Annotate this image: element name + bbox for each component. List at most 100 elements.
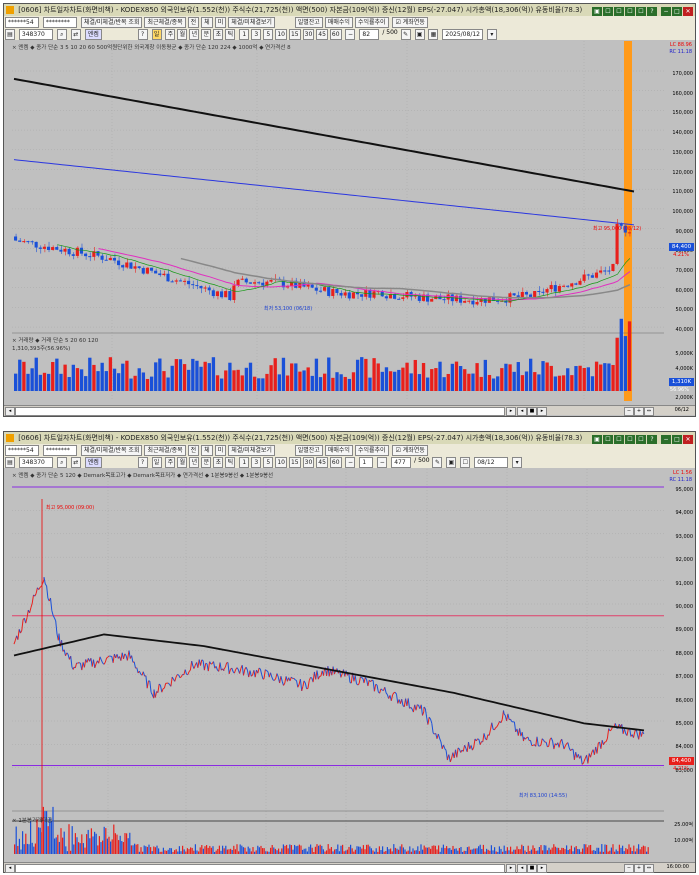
restore-icon[interactable]: ▣ [592, 435, 602, 444]
close-icon[interactable]: ✕ [683, 435, 693, 444]
order-button-4[interactable]: 미 [214, 17, 227, 28]
minimize-icon[interactable]: − [661, 435, 671, 444]
window-icon-3[interactable]: ☐ [625, 435, 635, 444]
minute-chart-area[interactable]: × 엔켐 ◆ 종가 단순 5 120 ◆ Demark목표고가 ◆ Demark… [4, 469, 695, 868]
arrows-icon[interactable]: ⇄ [70, 29, 81, 40]
stock-name-field[interactable]: 엔켐 [84, 457, 102, 468]
last-page-icon[interactable]: ▸ [537, 407, 547, 416]
question-icon[interactable]: ? [137, 29, 148, 40]
help-icon[interactable]: ? [647, 435, 657, 444]
zoom-in-icon[interactable]: + [634, 407, 644, 416]
window-icon-3[interactable]: ☐ [625, 7, 635, 16]
scroll-left-icon[interactable]: ◂ [5, 407, 15, 416]
interval-button-0[interactable]: 1 [239, 457, 250, 468]
interval-button-3[interactable]: 10 [275, 29, 287, 40]
period-button-3[interactable]: 분 [201, 29, 212, 40]
interval-button-7[interactable]: 60 [329, 457, 342, 468]
close-icon[interactable]: ✕ [683, 7, 693, 16]
calendar-icon[interactable]: ▦ [428, 29, 439, 40]
stock-code-input[interactable]: 348370 [18, 29, 53, 40]
order-button-3[interactable]: 체 [201, 17, 213, 28]
account-link-checkbox[interactable]: ☑ 계좌연동 [392, 17, 428, 28]
scroll-track[interactable] [15, 407, 505, 416]
zoom-in-icon[interactable]: + [634, 864, 644, 873]
zoom-out-icon[interactable]: − [624, 407, 634, 416]
daily-button[interactable]: 일 [151, 457, 162, 468]
date-picker-icon[interactable]: ▾ [486, 29, 497, 40]
restore-icon[interactable]: ▣ [592, 7, 602, 16]
save-icon[interactable]: ▣ [414, 29, 425, 40]
account-button-2[interactable]: 수익률추이 [354, 445, 389, 456]
date-input[interactable]: 2025/08/12 [442, 29, 483, 40]
window-icon-2[interactable]: ☐ [614, 435, 624, 444]
minus-button[interactable]: − [345, 29, 356, 40]
interval-button-2[interactable]: 5 [263, 457, 274, 468]
period-button-5[interactable]: 틱 [225, 457, 236, 468]
window-icon-4[interactable]: ☐ [636, 7, 646, 16]
period-button-0[interactable]: 주 [165, 29, 176, 40]
period-button-4[interactable]: 초 [213, 457, 224, 468]
window-icon-4[interactable]: ☐ [636, 435, 646, 444]
period-button-5[interactable]: 틱 [225, 29, 236, 40]
password-input[interactable]: ******** [42, 17, 77, 28]
maximize-icon[interactable]: □ [672, 435, 682, 444]
search-icon[interactable]: ⌕ [56, 457, 67, 468]
help-icon[interactable]: ? [647, 7, 657, 16]
first-page-icon[interactable]: ◂ [517, 864, 527, 873]
interval-button-4[interactable]: 15 [288, 29, 301, 40]
window-icon-1[interactable]: ☐ [603, 435, 613, 444]
order-button-3[interactable]: 체 [201, 445, 213, 456]
account-button-2[interactable]: 수익률추이 [354, 17, 389, 28]
scroll-bar[interactable]: ◂ ▸ ◂ ■ ▸ − + ⇔ 06/12 [4, 405, 695, 416]
count-input[interactable]: 82 [359, 29, 380, 40]
scroll-track[interactable] [15, 864, 505, 873]
account-button-0[interactable]: 일별잔고 [294, 445, 323, 456]
order-button-1[interactable]: 최근체결/종목 [144, 445, 186, 456]
order-button-2[interactable]: 전 [187, 17, 200, 28]
interval-button-1[interactable]: 3 [251, 457, 262, 468]
stop-icon[interactable]: ■ [527, 407, 537, 416]
account-button-1[interactable]: 매매수익 [324, 17, 353, 28]
order-button-4[interactable]: 미 [214, 445, 227, 456]
interval-button-5[interactable]: 30 [302, 29, 315, 40]
daily-button[interactable]: 일 [151, 29, 162, 40]
order-button-1[interactable]: 최근체결/종목 [144, 17, 186, 28]
interval-button-5[interactable]: 30 [302, 457, 315, 468]
period-button-0[interactable]: 주 [165, 457, 176, 468]
scroll-right-icon[interactable]: ▸ [506, 864, 516, 873]
search-icon[interactable]: ⌕ [56, 29, 67, 40]
daily-chart-area[interactable]: × 엔켐 ◆ 종가 단순 3 5 10 20 60 500억원단위한 외국계창 … [4, 41, 695, 415]
first-page-icon[interactable]: ◂ [517, 407, 527, 416]
date-input[interactable]: 08/12 [474, 457, 509, 468]
minus-button-2[interactable]: − [377, 457, 388, 468]
order-button-0[interactable]: 체결/미체결/반복 조회 [80, 17, 143, 28]
account-link-checkbox[interactable]: ☑ 계좌연동 [392, 445, 428, 456]
period-button-4[interactable]: 초 [213, 29, 224, 40]
stock-name-field[interactable]: 엔켐 [84, 29, 102, 40]
window-icon-2[interactable]: ☐ [614, 7, 624, 16]
interval-button-4[interactable]: 15 [288, 457, 301, 468]
stock-code-input[interactable]: 348370 [18, 457, 53, 468]
period-button-1[interactable]: 월 [177, 457, 188, 468]
fit-icon[interactable]: ⇔ [644, 407, 654, 416]
period-button-2[interactable]: 년 [189, 29, 200, 40]
interval-button-2[interactable]: 5 [263, 29, 274, 40]
minimize-icon[interactable]: − [661, 7, 671, 16]
minus-button[interactable]: − [345, 457, 356, 468]
interval-button-0[interactable]: 1 [239, 29, 250, 40]
fit-icon[interactable]: ⇔ [644, 864, 654, 873]
date-picker-icon[interactable]: ▾ [512, 457, 523, 468]
last-page-icon[interactable]: ▸ [537, 864, 547, 873]
interval-button-6[interactable]: 45 [316, 29, 328, 40]
scroll-bar[interactable]: ◂ ▸ ◂ ■ ▸ − + ⇔ 16:00:00 [4, 862, 695, 873]
pen-icon[interactable]: ✎ [432, 457, 443, 468]
order-button-5[interactable]: 체결/미체결보기 [228, 445, 275, 456]
period-button-1[interactable]: 월 [177, 29, 188, 40]
interval-button-1[interactable]: 3 [251, 29, 262, 40]
period-button-2[interactable]: 년 [189, 457, 200, 468]
chart-settings-icon[interactable]: ▤ [5, 29, 15, 40]
account-input[interactable]: ******54 [5, 17, 39, 28]
stop-icon[interactable]: ■ [527, 864, 537, 873]
account-button-1[interactable]: 매매수익 [324, 445, 353, 456]
arrows-icon[interactable]: ⇄ [70, 457, 81, 468]
